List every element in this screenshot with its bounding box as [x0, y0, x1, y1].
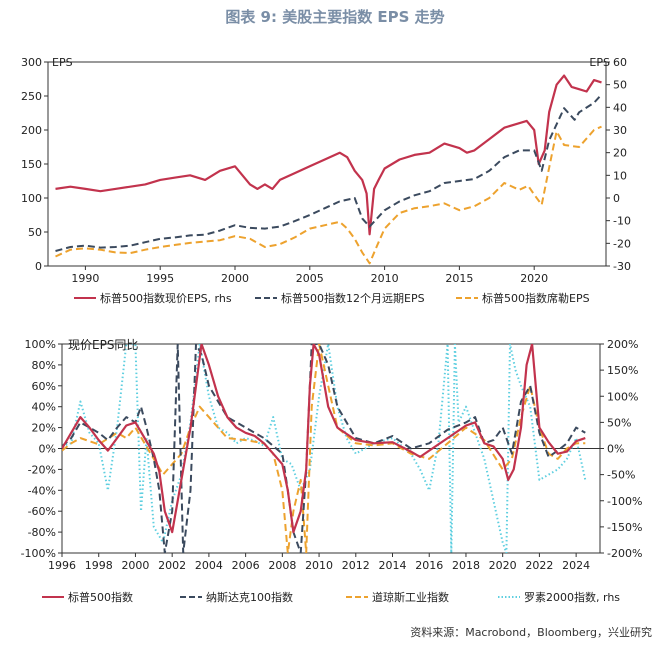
- x-tick-label: 2018: [452, 559, 480, 572]
- series-line-0: [62, 344, 586, 534]
- y-tick-label-right: 60: [613, 56, 627, 69]
- y-tick-label-right: -200%: [607, 547, 642, 560]
- y-tick-label-right: 20: [613, 147, 627, 160]
- y-tick-label-left: 300: [21, 56, 42, 69]
- legend-label-3: 罗素2000指数, rhs: [524, 590, 620, 604]
- series-line-2: [62, 344, 586, 553]
- y-tick-label-left: 40%: [32, 401, 56, 414]
- top-chart: 0 50 100 150 200 250 300 -30 -20 -10 0 10 20 30 40 50 60…: [21, 56, 631, 305]
- y-tick-label-right: 100%: [607, 390, 638, 403]
- x-tick-label: 1998: [85, 559, 113, 572]
- series-line-1: [62, 344, 586, 553]
- x-tick-label: 2010: [371, 272, 399, 285]
- x-tick-label: 2000: [221, 272, 249, 285]
- source-note: 资料来源：Macrobond，Bloomberg，兴业研究: [410, 626, 652, 639]
- series-line-0: [55, 74, 602, 236]
- x-tick-label: 1990: [71, 272, 99, 285]
- x-tick-label: 2004: [195, 559, 223, 572]
- x-tick-label: 2008: [268, 559, 296, 572]
- top-series-group: [55, 74, 603, 265]
- y-tick-label-left: -40%: [28, 484, 56, 497]
- x-tick-label: 2014: [379, 559, 407, 572]
- y-tick-label-right: 50%: [607, 416, 631, 429]
- y-tick-label-left: 0%: [39, 443, 56, 456]
- x-tick-label: 2010: [305, 559, 333, 572]
- y-tick-label-left: 100%: [25, 338, 56, 351]
- legend-label-1: 标普500指数12个月远期EPS: [281, 291, 425, 305]
- bottom-series-group: [62, 344, 587, 553]
- x-tick-label: 2022: [525, 559, 553, 572]
- top-ylabel-left: EPS: [52, 56, 73, 69]
- bottom-legend: 标普500指数 纳斯达克100指数 道琼斯工业指数 罗素2000指数, rhs: [42, 590, 620, 604]
- y-tick-label-left: 20%: [32, 422, 56, 435]
- plot-frame: [47, 61, 607, 267]
- y-tick-label-right: 0: [613, 192, 620, 205]
- bottom-chart-title: 现价EPS同比: [68, 338, 138, 352]
- y-tick-label-left: 0: [35, 260, 42, 273]
- x-tick-label: 2005: [296, 272, 324, 285]
- y-tick-label-left: -60%: [28, 505, 56, 518]
- y-tick-label-right: -100%: [607, 495, 642, 508]
- x-tick-label: 2020: [489, 559, 517, 572]
- y-tick-label-left: 80%: [32, 359, 56, 372]
- legend-label-0: 标普500指数现价EPS, rhs: [100, 291, 232, 305]
- y-tick-label-right: 0%: [607, 443, 624, 456]
- x-tick-label: 1996: [48, 559, 76, 572]
- y-tick-label-right: 150%: [607, 364, 638, 377]
- y-tick-label-left: 150: [21, 158, 42, 171]
- figure-title: 图表 9: 美股主要指数 EPS 走势: [225, 8, 445, 26]
- top-ylabel-right: EPS: [589, 56, 610, 69]
- y-tick-label-left: 250: [21, 90, 42, 103]
- legend-label-0: 标普500指数: [68, 590, 133, 604]
- series-line-2: [55, 125, 602, 265]
- x-tick-label: 2006: [232, 559, 260, 572]
- x-tick-label: 2002: [158, 559, 186, 572]
- y-tick-label-right: 50: [613, 79, 627, 92]
- legend-label-2: 道琼斯工业指数: [372, 590, 449, 604]
- y-tick-label-right: -20: [613, 237, 631, 250]
- y-tick-label-left: -100%: [21, 547, 56, 560]
- x-tick-label: 2000: [121, 559, 149, 572]
- y-tick-label-right: 40: [613, 101, 627, 114]
- y-tick-label-right: -50%: [607, 469, 635, 482]
- y-tick-label-right: -10: [613, 215, 631, 228]
- x-tick-label: 2020: [520, 272, 548, 285]
- y-tick-label-right: -30: [613, 260, 631, 273]
- series-line-3: [62, 344, 587, 553]
- legend-label-2: 标普500指数席勒EPS: [482, 291, 590, 305]
- y-tick-label-left: 200: [21, 124, 42, 137]
- x-tick-label: 2015: [445, 272, 473, 285]
- y-tick-label-right: 200%: [607, 338, 638, 351]
- x-tick-label: 2012: [342, 559, 370, 572]
- y-tick-label-right: -150%: [607, 521, 642, 534]
- y-tick-label-right: 10: [613, 169, 627, 182]
- y-tick-label-left: 100: [21, 192, 42, 205]
- y-tick-label-left: 60%: [32, 380, 56, 393]
- y-tick-label-left: -20%: [28, 463, 56, 476]
- top-axes: 0 50 100 150 200 250 300 -30 -20 -10 0 10 20 30 40 50 60…: [21, 56, 631, 285]
- legend-label-1: 纳斯达克100指数: [206, 590, 293, 604]
- y-tick-label-left: -80%: [28, 526, 56, 539]
- y-tick-label-right: 30: [613, 124, 627, 137]
- x-tick-label: 2024: [562, 559, 590, 572]
- series-line-1: [55, 93, 603, 252]
- x-tick-label: 2016: [415, 559, 443, 572]
- bottom-chart: -100% -80% -60% -40% -20% 0% 20% 40% 60% 80% 100% -…: [21, 338, 643, 604]
- x-tick-label: 1995: [146, 272, 174, 285]
- top-legend: 标普500指数现价EPS, rhs 标普500指数12个月远期EPS 标普500指数…: [74, 291, 590, 305]
- y-tick-label-left: 50: [28, 226, 42, 239]
